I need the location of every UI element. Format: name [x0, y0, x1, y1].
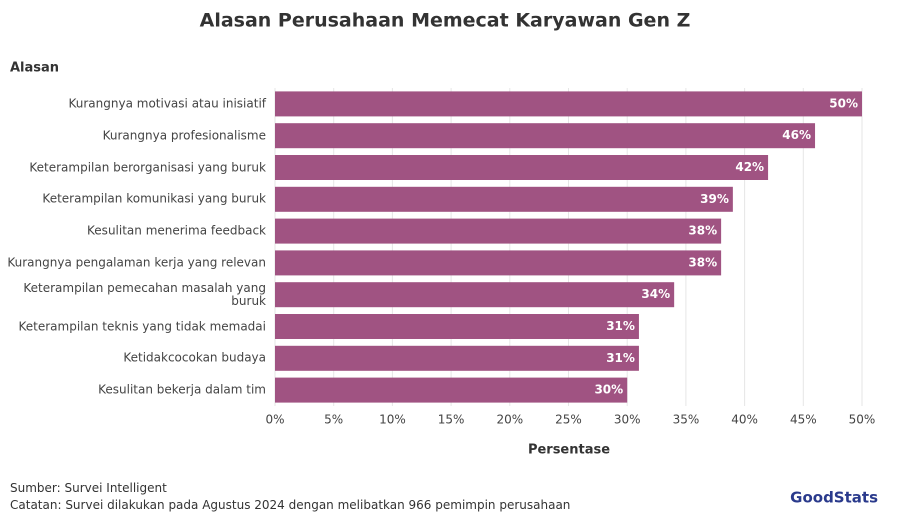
y-tick-label: Keterampilan berorganisasi yang buruk [29, 160, 266, 174]
value-label: 31% [606, 351, 635, 365]
value-label: 31% [606, 319, 635, 333]
bar [275, 218, 722, 244]
y-tick-label: Ketidakcocokan budaya [123, 350, 266, 365]
x-tick-label: 40% [731, 413, 758, 427]
bar [275, 345, 639, 371]
value-label: 42% [735, 160, 764, 174]
bar [275, 377, 628, 403]
x-tick-label: 10% [379, 413, 406, 427]
x-tick-label: 25% [555, 413, 582, 427]
y-tick-label: Kesulitan menerima feedback [87, 223, 266, 238]
logo: GoodStats [790, 489, 878, 507]
x-tick-label: 20% [496, 413, 523, 427]
value-label: 30% [594, 383, 623, 397]
bar [275, 186, 733, 212]
x-axis-title: Persentase [528, 443, 610, 458]
y-tick-label: Keterampilan teknis yang tidak memadai [18, 319, 266, 333]
source: Sumber: Survei Intelligent [10, 481, 167, 495]
x-tick-label: 50% [849, 413, 876, 427]
value-label: 50% [829, 96, 858, 110]
bar [275, 123, 816, 149]
value-label: 38% [688, 224, 717, 238]
y-tick-label: Kurangnya motivasi atau inisiatif [68, 96, 267, 111]
bar [275, 314, 639, 339]
x-tick-label: 5% [324, 413, 343, 427]
chart-title: Alasan Perusahaan Memecat Karyawan Gen Z [200, 10, 691, 32]
bar [275, 155, 769, 180]
x-tick-label: 45% [790, 413, 817, 427]
x-tick-label: 0% [265, 413, 284, 427]
bar [275, 250, 722, 276]
note: Catatan: Survei dilakukan pada Agustus 2… [10, 498, 571, 512]
x-tick-label: 15% [438, 413, 465, 427]
value-label: 34% [641, 287, 670, 301]
y-tick-label: Kurangnya profesionalisme [102, 128, 266, 143]
y-axis-title: Alasan [10, 61, 59, 76]
x-tick-label: 30% [614, 413, 641, 427]
value-label: 46% [782, 128, 811, 142]
y-tick-label: Kesulitan bekerja dalam tim [98, 382, 266, 397]
y-tick-label: Kurangnya pengalaman kerja yang relevan [7, 255, 266, 270]
value-label: 39% [700, 192, 729, 206]
value-label: 38% [688, 255, 717, 269]
y-tick-label: Keterampilan komunikasi yang buruk [42, 191, 266, 206]
bar [275, 91, 862, 117]
x-tick-label: 35% [673, 413, 700, 427]
y-tick-label: Keterampilan pemecahan masalah yang buru… [23, 280, 266, 308]
bar [275, 282, 675, 308]
